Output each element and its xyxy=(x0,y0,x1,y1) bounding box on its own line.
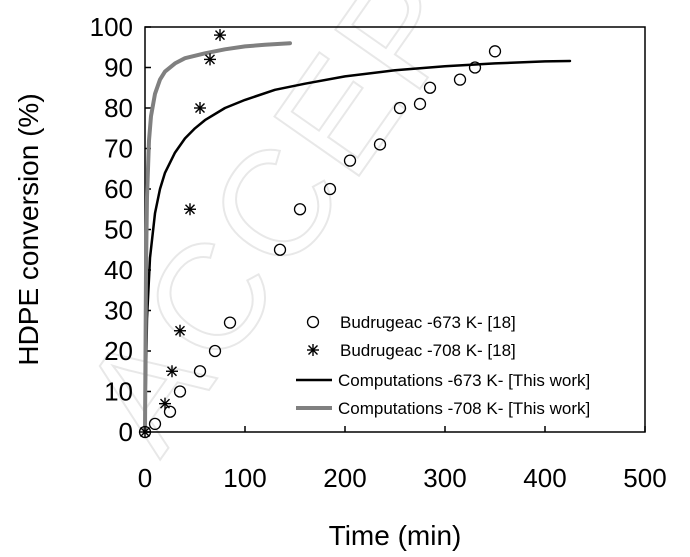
y-tick-label: 60 xyxy=(104,174,133,204)
x-tick-label: 100 xyxy=(223,463,266,493)
data-point-circle xyxy=(423,81,437,94)
data-point-circle xyxy=(223,316,237,329)
x-tick-label: 200 xyxy=(323,463,366,493)
data-point-asterisk xyxy=(194,102,206,114)
legend-label: Budrugeac -708 K- [18] xyxy=(340,341,516,360)
series-layer xyxy=(138,29,572,439)
asterisk-stroke xyxy=(215,30,225,41)
data-point-asterisk xyxy=(159,397,171,410)
data-point-circle xyxy=(413,97,427,111)
series-line-1 xyxy=(143,59,572,434)
data-point-circle xyxy=(373,138,387,151)
data-point-circle xyxy=(163,405,177,418)
asterisk-stroke xyxy=(195,103,205,113)
data-point-circle xyxy=(468,61,482,74)
data-point-circle xyxy=(273,243,287,256)
legend-marker-asterisk xyxy=(307,344,319,356)
y-axis-title: HDPE conversion (%) xyxy=(13,93,44,365)
legend-label: Budrugeac -673 K- [18] xyxy=(340,313,516,332)
y-tick-label: 30 xyxy=(104,296,133,326)
data-point-circle xyxy=(193,365,207,378)
data-point-asterisk xyxy=(204,53,216,66)
data-point-asterisk xyxy=(139,426,151,438)
y-axis-ticks: 0 10 20 30 40 50 60 70 80 90 100 xyxy=(90,12,151,447)
asterisk-stroke xyxy=(205,54,215,65)
asterisk-stroke xyxy=(185,204,195,215)
data-point-circle xyxy=(323,182,337,196)
data-point-asterisk xyxy=(184,203,196,216)
x-axis-title: Time (min) xyxy=(329,520,462,551)
y-tick-label: 10 xyxy=(104,377,133,407)
data-point-circle xyxy=(148,417,162,431)
x-tick-label: 0 xyxy=(138,463,152,493)
y-tick-label: 70 xyxy=(104,134,133,164)
data-point-circle xyxy=(453,73,467,86)
y-tick-label: 80 xyxy=(104,93,133,123)
data-point-circle xyxy=(343,154,357,167)
y-tick-label: 100 xyxy=(90,12,133,42)
data-point-circle xyxy=(293,203,307,216)
y-tick-label: 50 xyxy=(104,215,133,245)
data-point-circle xyxy=(488,45,502,58)
data-point-asterisk xyxy=(174,324,186,337)
legend-marker-circle xyxy=(306,315,320,329)
data-point-circle xyxy=(173,385,187,398)
x-tick-label: 300 xyxy=(423,463,466,493)
data-point-circle xyxy=(208,344,222,358)
asterisk-stroke xyxy=(140,427,150,437)
x-tick-label: 500 xyxy=(623,463,666,493)
legend: Budrugeac -673 K- [18] Budrugeac -708 K-… xyxy=(296,313,590,418)
asterisk-stroke xyxy=(160,398,170,409)
y-tick-label: 90 xyxy=(104,53,133,83)
data-point-asterisk xyxy=(166,365,178,378)
data-point-asterisk xyxy=(214,29,226,42)
asterisk-stroke xyxy=(175,325,185,336)
y-tick-label: 20 xyxy=(104,336,133,366)
y-tick-label: 40 xyxy=(104,255,133,285)
x-tick-label: 400 xyxy=(523,463,566,493)
data-point-circle xyxy=(393,101,407,115)
legend-label: Computations -708 K- [This work] xyxy=(338,399,590,418)
asterisk-stroke xyxy=(167,366,177,377)
y-tick-label: 0 xyxy=(119,417,133,447)
series-line-2 xyxy=(143,41,292,434)
x-axis-ticks: 0 100 200 300 400 500 xyxy=(138,426,667,493)
legend-label: Computations -673 K- [This work] xyxy=(338,371,590,390)
